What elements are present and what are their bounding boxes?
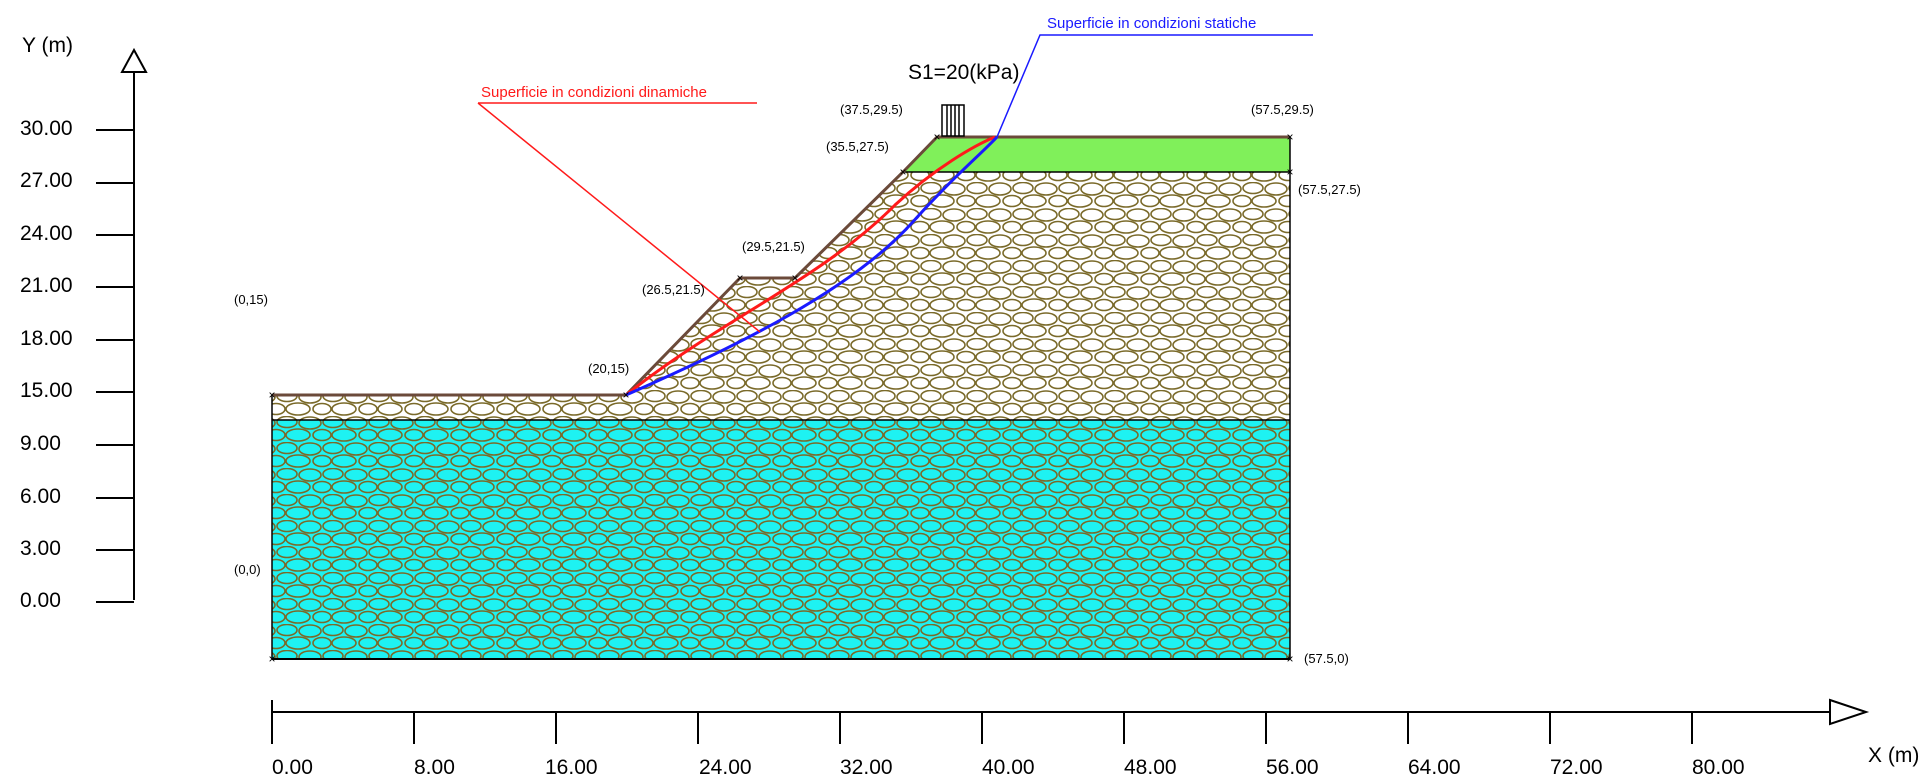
- dynamic-surface-label: Superficie in condizioni dinamiche: [481, 84, 707, 101]
- static-surface-label: Superficie in condizioni statiche: [1047, 15, 1256, 32]
- coordinate-labels: (0,15) (0,0) (20,15) (26.5,21.5) (29.5,2…: [234, 102, 1361, 666]
- soil-layers: [271, 135, 1291, 660]
- static-slip-surface: [625, 135, 999, 397]
- x-tick-3: 16.00: [545, 712, 598, 779]
- x-tick-9: 64.00: [1407, 712, 1461, 779]
- x-axis-arrow: [1829, 698, 1870, 726]
- load-label: S1=20(kPa): [908, 61, 1019, 84]
- coord-57-5-0: (57.5,0): [1304, 651, 1349, 666]
- dynamic-slip-surface: [625, 135, 996, 397]
- y-tick-9: 3.00: [20, 537, 134, 560]
- y-tick-label: 24.00: [20, 222, 73, 245]
- layer-top-fill: [903, 137, 1290, 172]
- y-tick-label: 30.00: [20, 117, 73, 140]
- y-tick-1: 30.00: [20, 117, 134, 140]
- x-tick-2: 8.00: [413, 712, 455, 779]
- x-tick-label: 40.00: [982, 756, 1035, 779]
- x-tick-label: 72.00: [1550, 756, 1603, 779]
- x-tick-label: 16.00: [545, 756, 598, 779]
- vertex-marker: ×: [268, 388, 275, 402]
- y-tick-label: 6.00: [20, 485, 61, 508]
- static-surface-leader: [996, 34, 1313, 138]
- x-tick-label: 48.00: [1124, 756, 1177, 779]
- layer-middle-pebbles: [272, 172, 1290, 420]
- vertex-marker: ×: [622, 388, 629, 402]
- vertex-marker: ×: [1286, 652, 1293, 666]
- y-tick-6: 15.00: [20, 379, 134, 402]
- coord-29-5-21-5: (29.5,21.5): [742, 239, 805, 254]
- y-tick-4: 21.00: [20, 274, 134, 297]
- vertex-marker: ×: [736, 271, 743, 285]
- coord-20-15: (20,15): [588, 361, 629, 376]
- y-tick-label: 3.00: [20, 537, 61, 560]
- x-tick-label: 80.00: [1692, 756, 1745, 779]
- vertex-markers: × × × × × × × × × ×: [268, 130, 1293, 666]
- y-tick-label: 9.00: [20, 432, 61, 455]
- surcharge-load: S1=20(kPa): [908, 61, 1019, 137]
- vertex-marker: ×: [1286, 130, 1293, 144]
- x-tick-label: 56.00: [1266, 756, 1319, 779]
- coord-26-5-21-5: (26.5,21.5): [642, 282, 705, 297]
- x-axis-title: X (m): [1868, 744, 1919, 767]
- slip-surfaces: Superficie in condizioni dinamiche Super…: [477, 15, 1313, 397]
- x-tick-1: 0.00: [271, 712, 313, 779]
- x-tick-5: 32.00: [839, 712, 893, 779]
- x-tick-7: 48.00: [1123, 712, 1177, 779]
- vertex-marker: ×: [791, 271, 798, 285]
- vertex-marker: ×: [899, 165, 906, 179]
- y-tick-7: 9.00: [20, 432, 134, 455]
- x-tick-11: 80.00: [1691, 712, 1745, 779]
- x-tick-8: 56.00: [1265, 712, 1319, 779]
- y-tick-label: 21.00: [20, 274, 73, 297]
- y-tick-label: 15.00: [20, 379, 73, 402]
- coord-0-0: (0,0): [234, 562, 261, 577]
- x-tick-label: 0.00: [272, 756, 313, 779]
- y-tick-3: 24.00: [20, 222, 134, 245]
- y-tick-10: 0.00: [20, 589, 134, 612]
- vertex-marker: ×: [268, 652, 275, 666]
- coord-37-5-29-5: (37.5,29.5): [840, 102, 903, 117]
- coord-57-5-27-5: (57.5,27.5): [1298, 182, 1361, 197]
- y-axis: Y (m) 30.00 27.00 24.00 21.00 18.00 15.0…: [20, 34, 148, 612]
- x-tick-4: 24.00: [697, 712, 752, 779]
- x-axis: X (m) 0.00 8.00 16.00 24.00 32.00 40.00 …: [271, 698, 1919, 779]
- coord-57-5-29-5: (57.5,29.5): [1251, 102, 1314, 117]
- x-tick-label: 32.00: [840, 756, 893, 779]
- coord-0-15: (0,15): [234, 292, 268, 307]
- y-tick-label: 27.00: [20, 169, 73, 192]
- y-tick-2: 27.00: [20, 169, 134, 192]
- x-tick-label: 64.00: [1408, 756, 1461, 779]
- y-axis-arrow: [120, 47, 148, 73]
- vertex-marker: ×: [1286, 165, 1293, 179]
- x-tick-label: 8.00: [414, 756, 455, 779]
- y-axis-title: Y (m): [22, 34, 73, 57]
- y-tick-8: 6.00: [20, 485, 134, 508]
- x-tick-6: 40.00: [981, 712, 1035, 779]
- coord-35-5-27-5: (35.5,27.5): [826, 139, 889, 154]
- x-tick-label: 24.00: [699, 756, 752, 779]
- y-tick-label: 0.00: [20, 589, 61, 612]
- dynamic-surface-leader: [477, 102, 761, 333]
- layer-bottom-pebbles: [272, 420, 1290, 659]
- y-tick-label: 18.00: [20, 327, 73, 350]
- load-block: [941, 104, 965, 137]
- x-tick-10: 72.00: [1549, 712, 1603, 779]
- y-tick-5: 18.00: [20, 327, 134, 350]
- vertex-marker: ×: [933, 130, 940, 144]
